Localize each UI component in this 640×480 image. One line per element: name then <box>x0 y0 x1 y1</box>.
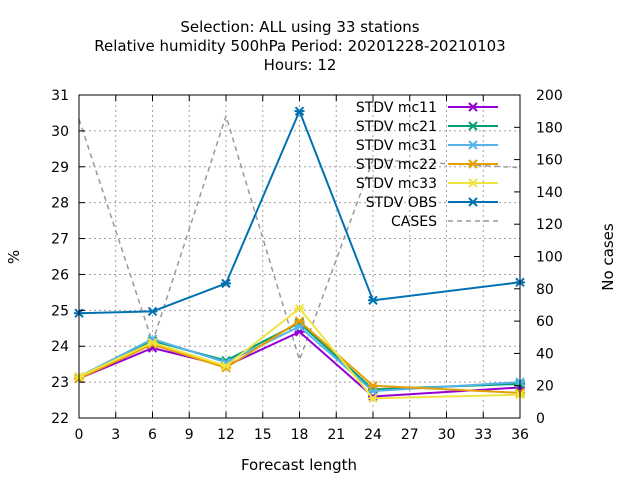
x-tick-label: 30 <box>438 427 456 443</box>
x-tick-label: 6 <box>148 427 157 443</box>
legend-marker <box>468 197 478 207</box>
data-point-stdv-mc33 <box>294 303 305 314</box>
legend-entry-cases: CASES <box>391 214 498 230</box>
series-line-stdv-mc22 <box>78 320 521 394</box>
series-line-stdv-mc11 <box>78 330 521 398</box>
y2-tick-label: 60 <box>536 314 554 330</box>
legend-label: STDV mc21 <box>356 119 437 135</box>
data-point-stdv-mc33 <box>221 361 231 371</box>
legend-entry-stdv-mc33: STDV mc33 <box>356 176 498 192</box>
chart-title: Selection: ALL using 33 stations Relativ… <box>94 18 505 74</box>
x-tick-label: 24 <box>364 427 382 443</box>
y2-tick-label: 20 <box>536 379 554 395</box>
y2-tick-label: 0 <box>536 411 545 427</box>
x-tick-label: 9 <box>185 427 194 443</box>
y-tick-label: 26 <box>51 267 69 283</box>
legend-label: STDV mc22 <box>356 157 437 173</box>
y-tick-label: 31 <box>51 88 69 104</box>
legend-entry-stdv-mc22: STDV mc22 <box>356 157 498 173</box>
y2-tick-label: 180 <box>536 120 563 136</box>
title-line-1: Selection: ALL using 33 stations <box>180 18 419 36</box>
data-point-stdv-obs <box>147 306 158 317</box>
x-tick-label: 0 <box>75 427 84 443</box>
legend-label: CASES <box>391 214 437 230</box>
y-tick-label: 28 <box>51 196 69 212</box>
legend-entry-stdv-mc11: STDV mc11 <box>356 100 498 116</box>
y2-tick-label: 200 <box>536 88 563 104</box>
legend-marker <box>468 159 478 169</box>
legend-marker <box>468 121 478 131</box>
x-tick-label: 15 <box>254 427 272 443</box>
legend-entry-stdv-mc21: STDV mc21 <box>356 119 498 135</box>
y2-tick-label: 140 <box>536 185 563 201</box>
x-tick-label: 12 <box>217 427 235 443</box>
x-tick-label: 33 <box>474 427 492 443</box>
x-tick-label: 21 <box>327 427 345 443</box>
y2-axis-label: No cases <box>599 223 617 291</box>
y-tick-label: 22 <box>51 411 69 427</box>
title-line-3: Hours: 12 <box>264 56 337 74</box>
data-point-stdv-obs <box>368 295 378 305</box>
legend-label: STDV mc31 <box>356 138 437 154</box>
y-tick-label: 23 <box>51 375 69 391</box>
data-point-stdv-mc22 <box>294 316 305 326</box>
series-cases <box>78 115 521 361</box>
legend-marker <box>468 140 478 150</box>
y2-tick-label: 100 <box>536 250 563 266</box>
series-line-cases <box>78 115 521 361</box>
data-point-stdv-mc33 <box>147 337 158 348</box>
y2-tick-label: 40 <box>536 346 554 362</box>
legend: STDV mc11 STDV mc21 STDV mc31 STDV mc22 STDV… <box>356 100 498 230</box>
x-tick-label: 27 <box>401 427 419 443</box>
axis-ticks: 0 3 6 9 12 15 18 21 24 27 30 33 36222324252627282930… <box>51 88 563 443</box>
series-stdv-mc31 <box>74 321 525 396</box>
y-tick-label: 29 <box>51 160 69 176</box>
legend-label: STDV OBS <box>366 195 437 211</box>
series-line-stdv-mc33 <box>78 307 521 400</box>
x-tick-label: 3 <box>111 427 120 443</box>
grid <box>79 95 520 418</box>
x-tick-label: 18 <box>291 427 309 443</box>
data-point-stdv-mc33 <box>368 393 378 403</box>
y2-tick-label: 80 <box>536 282 554 298</box>
y2-tick-label: 120 <box>536 217 563 233</box>
y-tick-label: 25 <box>51 303 69 319</box>
series-line-stdv-obs <box>78 110 521 315</box>
legend-marker <box>468 178 478 188</box>
legend-label: STDV mc33 <box>356 176 437 192</box>
series-line-stdv-mc21 <box>78 321 521 391</box>
legend-label: STDV mc11 <box>356 100 437 116</box>
data-point-stdv-obs <box>221 278 231 289</box>
legend-entry-stdv-mc31: STDV mc31 <box>356 138 498 154</box>
y2-tick-label: 160 <box>536 153 563 169</box>
x-axis-label: Forecast length <box>241 456 357 474</box>
y-tick-label: 30 <box>51 124 69 140</box>
y-tick-label: 24 <box>51 339 69 355</box>
legend-entry-stdv-obs: STDV OBS <box>366 195 498 211</box>
y-tick-label: 27 <box>51 232 69 248</box>
data-point-stdv-obs <box>294 106 305 116</box>
y-axis-label: % <box>5 250 23 264</box>
data-point-stdv-mc22 <box>368 380 378 391</box>
title-line-2: Relative humidity 500hPa Period: 2020122… <box>94 37 505 55</box>
x-tick-label: 36 <box>511 427 529 443</box>
legend-marker <box>468 102 478 112</box>
